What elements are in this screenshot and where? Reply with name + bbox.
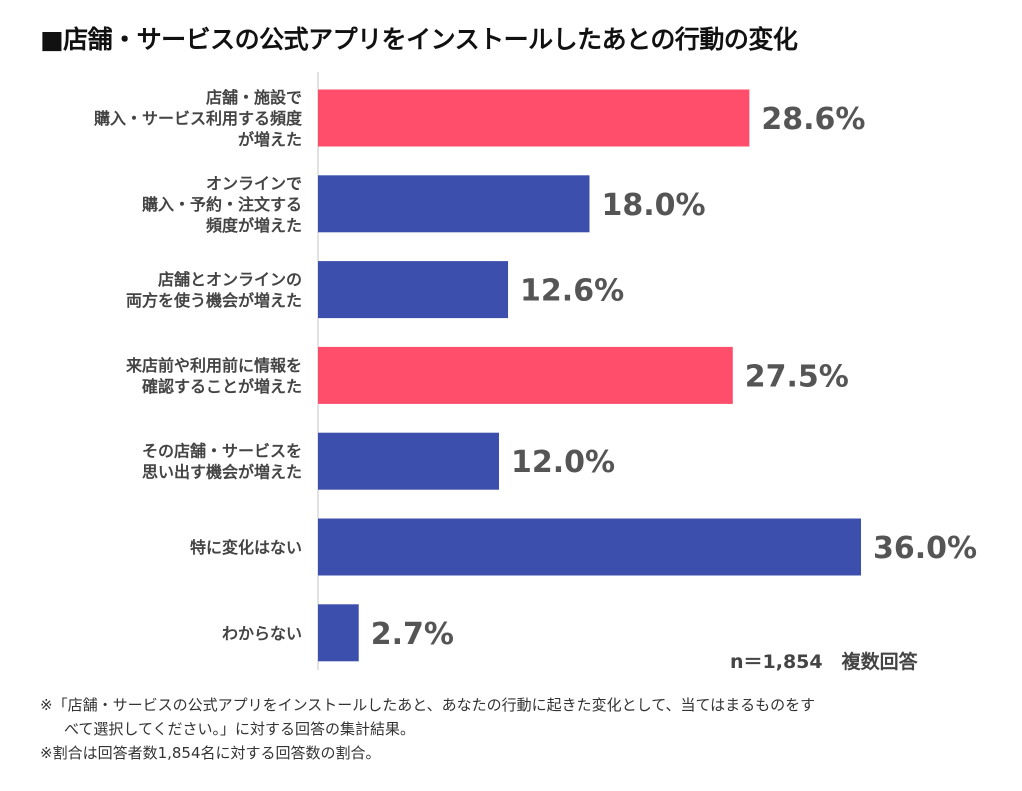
category-label-5-line-1: その店舗・サービスを bbox=[142, 442, 302, 461]
footnote-1: ※「店舗・サービスの公式アプリをインストールしたあと、あなたの行動に起きた変化と… bbox=[40, 696, 816, 714]
chart-title: ■店舗・サービスの公式アプリをインストールしたあとの行動の変化 bbox=[40, 25, 798, 54]
bar-2 bbox=[318, 175, 590, 233]
category-label-7-line-1: わからない bbox=[222, 624, 302, 643]
bar-4 bbox=[318, 346, 733, 404]
category-label-3-line-1: 店舗とオンラインの bbox=[158, 270, 302, 289]
footnote-2: ※割合は回答者数1,854名に対する回答数の割合。 bbox=[40, 744, 381, 762]
data-label-3: 12.6% bbox=[520, 274, 624, 309]
category-label-1-line-1: 店舗・施設で bbox=[206, 88, 302, 107]
category-label-2-line-1: オンラインで bbox=[206, 174, 302, 193]
category-label-4-line-2: 確認することが増えた bbox=[142, 377, 302, 396]
footnote-1-continued: べて選択してください。」に対する回答の集計結果。 bbox=[64, 720, 416, 738]
category-label-2-line-2: 購入・予約・注文する bbox=[141, 195, 302, 214]
category-label-2-line-3: 頻度が増えた bbox=[206, 216, 302, 235]
category-label-1-line-2: 購入・サービス利用する頻度 bbox=[93, 109, 303, 128]
bar-3 bbox=[318, 261, 509, 319]
data-label-4: 27.5% bbox=[745, 359, 849, 394]
category-label-1-line-3: が増えた bbox=[238, 130, 302, 149]
category-label-3-line-2: 両方を使う機会が増えた bbox=[126, 291, 302, 310]
footnotes: ※「店舗・サービスの公式アプリをインストールしたあと、あなたの行動に起きた変化と… bbox=[40, 693, 990, 765]
data-label-1: 28.6% bbox=[761, 102, 865, 137]
data-label-7: 2.7% bbox=[371, 617, 454, 652]
bar-1 bbox=[318, 89, 750, 147]
category-label-6-line-1: 特に変化はない bbox=[190, 538, 302, 557]
data-label-6: 36.0% bbox=[873, 531, 977, 566]
bar-6 bbox=[318, 518, 861, 576]
sample-size-label: n＝1,854 複数回答 bbox=[730, 651, 918, 673]
category-label-5-line-2: 思い出す機会が増えた bbox=[142, 463, 302, 482]
bar-5 bbox=[318, 432, 499, 490]
data-label-2: 18.0% bbox=[602, 188, 706, 223]
category-label-4-line-1: 来店前や利用前に情報を bbox=[125, 356, 302, 375]
bar-7 bbox=[318, 604, 359, 662]
data-label-5: 12.0% bbox=[511, 445, 615, 480]
